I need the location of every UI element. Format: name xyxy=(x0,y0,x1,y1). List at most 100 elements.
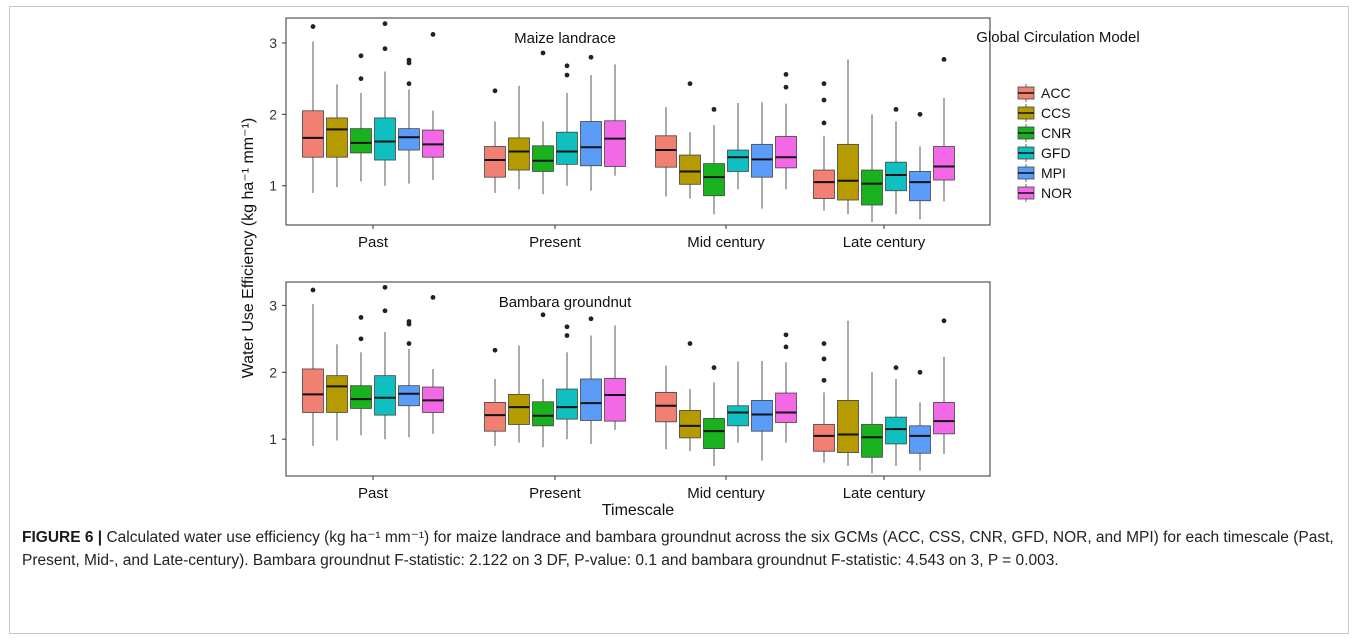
box-acc xyxy=(813,81,835,211)
box-body xyxy=(556,131,578,165)
box-body xyxy=(885,416,907,445)
outlier-point xyxy=(406,319,412,324)
panel-title: Maize landrace xyxy=(514,30,616,47)
legend-item-mpi: MPI xyxy=(1017,164,1066,182)
box-gfd xyxy=(556,63,578,186)
box-ccs xyxy=(508,85,530,190)
box-body xyxy=(751,400,773,432)
box-mpi xyxy=(580,54,602,191)
figure-caption: FIGURE 6 | Calculated water use efficien… xyxy=(22,526,1342,572)
outlier-point xyxy=(821,356,827,362)
box-gfd xyxy=(556,324,578,440)
box-mpi xyxy=(909,369,931,471)
box-body xyxy=(775,136,797,169)
y-axis-label: Water Use Efficiency (kg ha⁻¹ mm⁻¹) xyxy=(240,118,257,379)
box-body xyxy=(374,375,396,416)
box-mpi xyxy=(398,57,420,184)
outlier-point xyxy=(540,50,546,56)
box-cnr xyxy=(350,315,372,436)
outlier-point xyxy=(821,120,827,126)
outlier-point xyxy=(711,106,717,112)
outlier-point xyxy=(941,57,947,62)
box-body xyxy=(326,117,348,158)
box-body xyxy=(484,402,506,432)
outlier-point xyxy=(564,324,570,330)
legend-label: GFD xyxy=(1041,145,1071,161)
box-body xyxy=(837,400,859,453)
box-body xyxy=(861,424,883,458)
box-body xyxy=(655,135,677,168)
legend-label: ACC xyxy=(1041,85,1071,101)
box-acc xyxy=(655,365,677,450)
box-nor xyxy=(933,57,955,202)
y-tick-label: 1 xyxy=(269,431,277,447)
outlier-point xyxy=(310,24,316,29)
box-body xyxy=(532,401,554,427)
box-body xyxy=(679,410,701,439)
box-body xyxy=(813,169,835,199)
x-tick-label: Past xyxy=(358,234,389,251)
box-cnr xyxy=(861,372,883,474)
box-cnr xyxy=(703,365,725,466)
outlier-point xyxy=(941,318,947,324)
x-tick-label: Past xyxy=(358,485,389,502)
outlier-point xyxy=(893,365,899,371)
box-acc xyxy=(302,287,324,446)
outlier-point xyxy=(310,287,316,293)
box-body xyxy=(350,385,372,409)
box-gfd xyxy=(727,102,749,190)
box-ccs xyxy=(837,320,859,466)
x-tick-label: Present xyxy=(529,485,582,502)
box-body xyxy=(326,375,348,413)
outlier-point xyxy=(492,347,498,353)
x-tick-label: Mid century xyxy=(687,234,765,251)
outlier-point xyxy=(430,32,436,37)
legend-item-ccs: CCS xyxy=(1017,104,1071,122)
outlier-point xyxy=(783,71,789,77)
outlier-point xyxy=(430,294,436,300)
box-body xyxy=(837,143,859,201)
box-gfd xyxy=(374,284,396,440)
box-body xyxy=(727,405,749,427)
box-body xyxy=(703,163,725,197)
outlier-point xyxy=(917,369,923,375)
box-nor xyxy=(604,325,626,430)
box-body xyxy=(861,169,883,206)
x-tick-label: Late century xyxy=(843,234,926,251)
box-body xyxy=(813,424,835,452)
box-acc xyxy=(302,24,324,193)
outlier-point xyxy=(687,81,693,87)
outlier-point xyxy=(783,344,789,350)
box-gfd xyxy=(885,106,907,215)
box-acc xyxy=(484,88,506,193)
outlier-point xyxy=(540,312,546,318)
outlier-point xyxy=(358,53,364,59)
box-body xyxy=(350,128,372,154)
box-body xyxy=(398,128,420,151)
box-nor xyxy=(775,71,797,190)
y-tick-label: 2 xyxy=(269,106,277,122)
legend-item-gfd: GFD xyxy=(1017,144,1071,162)
legend-label: CNR xyxy=(1041,125,1071,141)
box-body xyxy=(580,121,602,167)
box-acc xyxy=(813,341,835,463)
outlier-point xyxy=(358,76,364,82)
box-mpi xyxy=(398,319,420,438)
box-body xyxy=(775,392,797,423)
panel-2: Bambara groundnut 1 2 3 Past Present Mid centu… xyxy=(269,281,991,502)
box-gfd xyxy=(885,365,907,466)
box-body xyxy=(398,385,420,407)
legend-title: Global Circulation Model xyxy=(976,29,1139,46)
box-cnr xyxy=(532,50,554,195)
outlier-point xyxy=(783,332,789,338)
box-body xyxy=(885,161,907,192)
figure-frame xyxy=(9,6,1349,634)
box-ccs xyxy=(326,344,348,441)
boxplot-figure: Maize landrace 1 2 3 Past Present Mid century L… xyxy=(240,17,1140,519)
y-tick-label: 1 xyxy=(269,178,277,194)
box-body xyxy=(655,391,677,423)
outlier-point xyxy=(821,341,827,346)
box-body xyxy=(508,137,530,171)
box-body xyxy=(532,145,554,172)
box-nor xyxy=(933,318,955,454)
